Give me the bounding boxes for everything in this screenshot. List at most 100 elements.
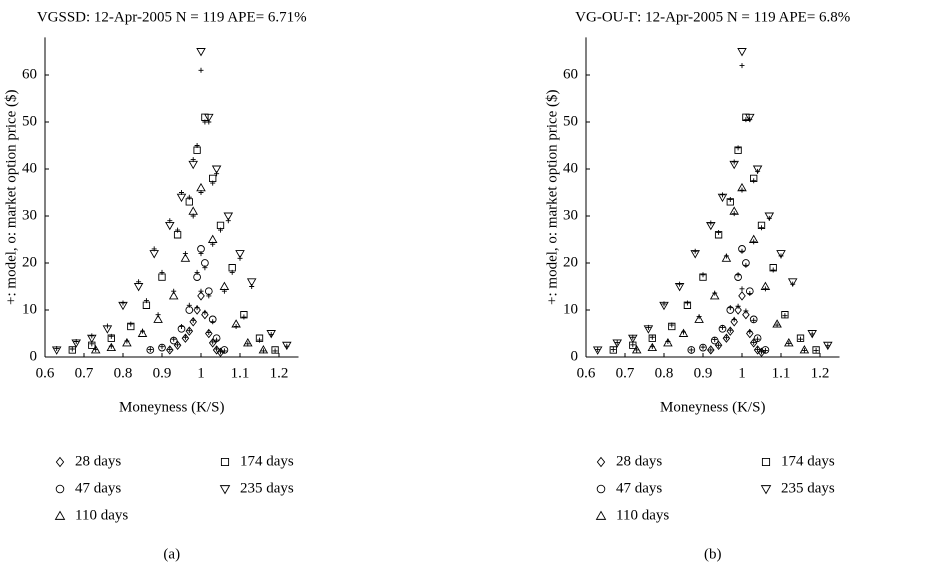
model-point — [688, 347, 694, 353]
market-point — [185, 326, 194, 336]
legend-marker — [54, 510, 66, 520]
model-point — [202, 309, 208, 315]
y-tick-label: 40 — [563, 160, 578, 176]
market-point — [271, 346, 279, 354]
legend-marker — [596, 484, 606, 494]
market-point — [709, 290, 720, 300]
model-point — [159, 344, 165, 350]
legend-marker — [761, 457, 771, 467]
chart-title: VGSSD: 12-Apr-2005 N = 119 APE= 6.71% — [37, 9, 307, 25]
model-point — [735, 303, 741, 309]
market-point — [133, 283, 144, 292]
market-point — [714, 231, 723, 239]
market-point — [122, 337, 132, 347]
model-point — [249, 284, 255, 289]
model-point — [210, 319, 216, 325]
market-point — [776, 250, 786, 259]
model-point — [237, 255, 243, 261]
model-point — [128, 321, 134, 327]
market-point — [246, 278, 257, 287]
model-point — [825, 343, 831, 349]
model-point — [731, 211, 737, 217]
model-point — [782, 313, 788, 319]
model-point — [770, 267, 776, 273]
model-point — [727, 327, 733, 333]
model-point — [104, 323, 110, 329]
market-point — [699, 273, 707, 281]
market-point — [745, 113, 755, 123]
market-point — [784, 337, 794, 347]
y-tick-label: 30 — [22, 207, 37, 223]
model-point — [73, 338, 79, 344]
legend-label: 235 days — [781, 480, 835, 496]
market-point — [764, 212, 775, 221]
legend-marker — [595, 510, 607, 520]
market-point — [153, 314, 163, 323]
model-point — [684, 300, 690, 306]
x-tick-label: 0.8 — [114, 365, 133, 381]
model-point — [194, 143, 200, 148]
model-point — [124, 338, 130, 344]
market-point — [201, 259, 209, 267]
market-point — [127, 322, 135, 331]
model-point — [739, 286, 745, 292]
model-point — [167, 346, 173, 352]
y-tick-label: 40 — [22, 160, 37, 176]
market-point — [609, 346, 617, 354]
market-point — [106, 342, 117, 352]
market-point — [668, 322, 676, 331]
model-point — [182, 251, 188, 257]
market-point — [753, 334, 762, 342]
model-point — [190, 213, 196, 219]
model-point — [759, 225, 764, 231]
market-point — [757, 221, 766, 230]
model-point — [268, 331, 274, 337]
market-point — [185, 306, 194, 314]
model-point — [245, 341, 251, 347]
legend-marker — [760, 485, 772, 495]
x-tick-label: 1.1 — [231, 365, 250, 381]
legend-marker — [55, 456, 65, 468]
model-point — [186, 302, 192, 308]
legend-label: 47 days — [75, 480, 121, 496]
market-point — [193, 305, 201, 315]
model-point — [743, 262, 749, 268]
model-point — [727, 197, 733, 203]
x-tick-label: 1.1 — [772, 365, 791, 381]
market-point — [137, 328, 148, 337]
model-point — [206, 293, 212, 299]
market-point — [68, 346, 76, 354]
market-point — [176, 193, 187, 203]
model-point — [755, 168, 761, 174]
model-point — [778, 253, 784, 259]
model-point — [143, 298, 149, 304]
model-point — [260, 348, 266, 354]
model-point — [801, 347, 807, 353]
legend-label: 174 days — [781, 453, 835, 469]
market-point — [738, 291, 746, 301]
model-point — [731, 316, 737, 322]
market-point — [749, 315, 758, 324]
market-point — [812, 346, 820, 354]
y-tick-label: 50 — [563, 113, 578, 129]
market-point — [180, 253, 191, 262]
model-point — [186, 194, 192, 200]
legend-marker — [55, 484, 65, 494]
market-point — [158, 343, 166, 352]
market-point — [663, 337, 673, 347]
model-point — [681, 329, 686, 335]
model-point — [751, 239, 757, 245]
market-point — [742, 309, 750, 320]
model-point — [136, 279, 142, 285]
y-axis-label: +: model, o: market option price ($) — [3, 89, 19, 305]
model-point — [712, 290, 718, 296]
model-point — [206, 119, 212, 125]
model-point — [175, 342, 181, 348]
y-tick-label: 30 — [563, 207, 578, 223]
market-point — [631, 345, 642, 354]
model-point — [747, 117, 753, 123]
model-point — [649, 334, 655, 340]
model-point — [198, 251, 204, 257]
model-point — [747, 329, 753, 335]
model-point — [93, 346, 99, 352]
